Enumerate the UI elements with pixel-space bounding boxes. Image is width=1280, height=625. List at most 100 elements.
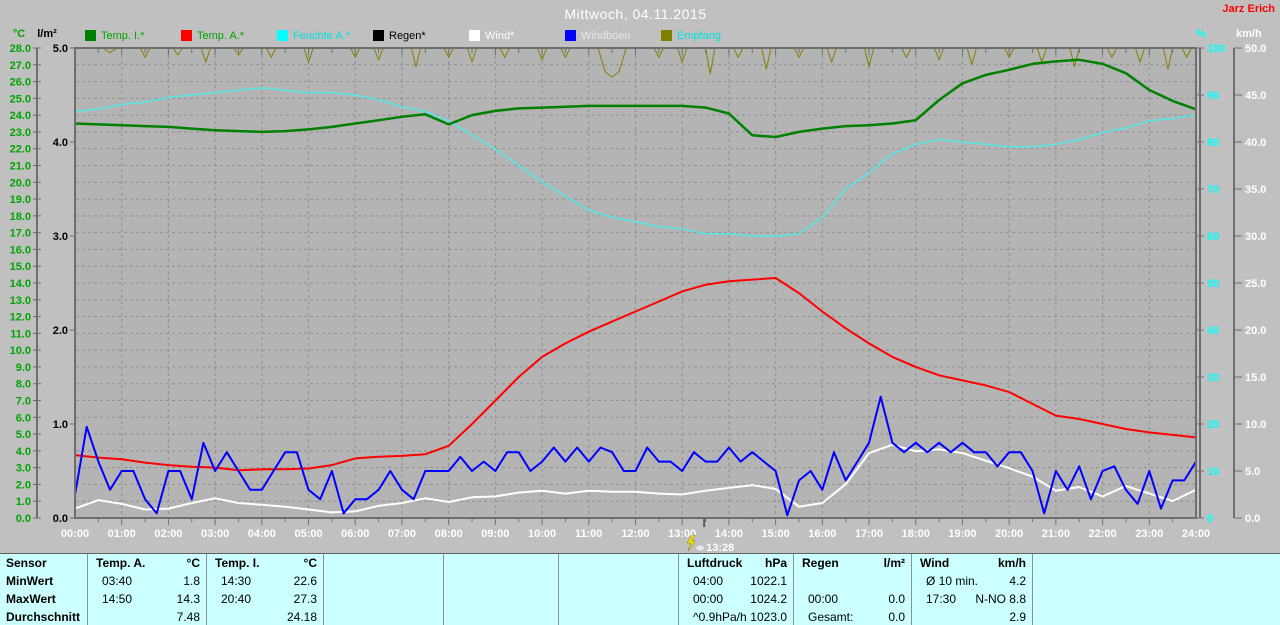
- x-axis-label: 20:00: [995, 528, 1023, 540]
- x-axis-label: 07:00: [388, 528, 416, 540]
- y-axis-label-temp_c: 19.0: [10, 194, 31, 206]
- weather-chart: 28.0 27.0 26.0 25.0 24.0 23.0 22.0 21.0 20.0 19.0…: [10, 28, 1267, 553]
- legend-item-regen[interactable]: Regen*: [373, 29, 426, 42]
- y-axis-label-temp_c: 23.0: [10, 127, 31, 139]
- x-axis-label: 05:00: [294, 528, 322, 540]
- empfang-swatch-icon: [661, 30, 672, 41]
- stats-value-row: 03:40 1.8: [88, 572, 206, 590]
- y-axis-label-temp_c: 24.0: [10, 110, 31, 122]
- stats-header-regen: Regen l/m²: [794, 554, 911, 572]
- stats-cell-value: 1022.1: [750, 574, 787, 588]
- y-axis-label-hum_pct: 80: [1207, 137, 1219, 149]
- feuchte-a-swatch-icon: [277, 30, 288, 41]
- stats-cell-value: [1274, 572, 1280, 590]
- stats-cell-value: 22.6: [293, 574, 317, 588]
- stats-cell-time: 04:00: [693, 574, 724, 588]
- stats-cell-time: ^0.9hPa/h: [693, 610, 747, 624]
- stats-cell-time: [559, 590, 573, 608]
- legend-item-temp-a[interactable]: Temp. A.*: [181, 29, 244, 42]
- x-axis-label: 03:00: [201, 528, 229, 540]
- y-axis-wind_kmh: 50.0 45.0 40.0 35.0 30.0 25.0 20.0 15.0 10.0 5.0 0…: [1233, 43, 1266, 525]
- y-axis-label-temp_c: 22.0: [10, 144, 31, 156]
- stats-col-empty-3: [443, 554, 558, 625]
- stats-value-row: 17:30 N-NO 8.8: [912, 590, 1032, 608]
- stats-value-row: 2.9: [912, 608, 1032, 625]
- stats-value-row: [559, 572, 678, 590]
- stats-header-unit: °C: [186, 556, 200, 570]
- stats-row-label: Durchschnitt: [6, 610, 81, 624]
- y-axis-label-temp_c: 7.0: [16, 396, 31, 408]
- axis-unit-wind_kmh: km/h: [1236, 28, 1262, 40]
- y-axis-label-hum_pct: 90: [1207, 90, 1219, 102]
- y-axis-label-temp_c: 15.0: [10, 261, 31, 273]
- y-axis-label-wind_kmh: 30.0: [1245, 231, 1266, 243]
- y-axis-label-wind_kmh: 25.0: [1245, 278, 1266, 290]
- axis-ticks: [97, 49, 1174, 525]
- stats-header-title: [1033, 554, 1041, 572]
- stats-cell-value: [1274, 590, 1280, 608]
- x-axis-label: 19:00: [948, 528, 976, 540]
- x-axis-label: 11:00: [575, 528, 603, 540]
- stats-row-label: MinWert: [6, 574, 54, 588]
- y-axis-label-rain_lm2: 4.0: [53, 137, 68, 149]
- y-axis-label-temp_c: 8.0: [16, 379, 31, 391]
- stats-col-luftdruck: Luftdruck hPa 04:00 1022.1 00:00 1024.2 ^0.9hP…: [678, 554, 793, 625]
- x-axis-label: 10:00: [528, 528, 556, 540]
- legend-item-temp-i[interactable]: Temp. I.*: [85, 29, 144, 42]
- series-feuchte-a-line: [75, 87, 1196, 237]
- stats-col-empty-4: [558, 554, 678, 625]
- stats-cell-value: 4.2: [1009, 574, 1026, 588]
- legend-item-windboeen[interactable]: Windböen: [565, 29, 631, 42]
- x-axis-label: 18:00: [902, 528, 930, 540]
- legend-item-empfang[interactable]: Empfang: [661, 29, 721, 42]
- stats-header-title: Regen: [802, 556, 839, 570]
- watermark: Jarz Erich: [1222, 3, 1275, 15]
- x-axis-label: 15:00: [762, 528, 790, 540]
- stats-cell-time: 03:40: [102, 574, 133, 588]
- stats-header-unit: l/m²: [883, 556, 905, 570]
- cursor-marker[interactable]: 13:28: [686, 519, 734, 553]
- y-axis-label-temp_c: 18.0: [10, 211, 31, 223]
- y-axis-label-wind_kmh: 40.0: [1245, 137, 1266, 149]
- y-axis-label-temp_c: 20.0: [10, 177, 31, 189]
- y-axis-label-wind_kmh: 15.0: [1245, 372, 1266, 384]
- stats-cell-value: 2.9: [1009, 610, 1026, 624]
- y-axis-label-rain_lm2: 0.0: [53, 513, 68, 525]
- stats-header-title: [559, 554, 567, 572]
- stats-header-wind: Wind km/h: [912, 554, 1032, 572]
- stats-header-title: [324, 554, 332, 572]
- stats-value-row: 14:50 14.3: [88, 590, 206, 608]
- y-axis-label-hum_pct: 70: [1207, 184, 1219, 196]
- x-axis-label: 12:00: [621, 528, 649, 540]
- stats-cell-time: [324, 572, 338, 590]
- stats-row-label: Sensor: [6, 556, 47, 570]
- legend-item-feuchte-a[interactable]: Feuchte A.*: [277, 29, 350, 42]
- stats-cell-time: 00:00: [693, 592, 724, 606]
- x-axis-label: 22:00: [1089, 528, 1117, 540]
- stats-value-row: 00:00 0.0: [794, 590, 911, 608]
- stats-header-temp-i: Temp. I. °C: [207, 554, 323, 572]
- legend-item-wind[interactable]: Wind*: [469, 29, 514, 42]
- y-axis-label-wind_kmh: 20.0: [1245, 325, 1266, 337]
- y-axis-label-temp_c: 13.0: [10, 295, 31, 307]
- stats-cell-value: 1024.2: [750, 592, 787, 606]
- series-empfang-line: [75, 47, 1196, 78]
- stats-cell-time: 20:40: [221, 592, 252, 606]
- y-axis-label-hum_pct: 0: [1207, 513, 1213, 525]
- stats-value-row: [1033, 608, 1280, 625]
- series-wind-line: [75, 443, 1196, 514]
- stats-header-title: Temp. A.: [96, 556, 146, 570]
- y-axis-label-temp_c: 4.0: [16, 446, 31, 458]
- stats-cell-time: 17:30: [926, 592, 957, 606]
- x-axis-label: 01:00: [108, 528, 136, 540]
- stats-header-temp-a: Temp. A. °C: [88, 554, 206, 572]
- y-axis-label-temp_c: 14.0: [10, 278, 31, 290]
- y-axis-label-hum_pct: 20: [1207, 419, 1219, 431]
- stats-cell-value: 1023.0: [750, 610, 787, 624]
- x-axis-label: 06:00: [341, 528, 369, 540]
- stats-cell-value: [1274, 608, 1280, 625]
- stats-header-title: Temp. I.: [215, 556, 260, 570]
- stats-cell-time: [1033, 608, 1047, 625]
